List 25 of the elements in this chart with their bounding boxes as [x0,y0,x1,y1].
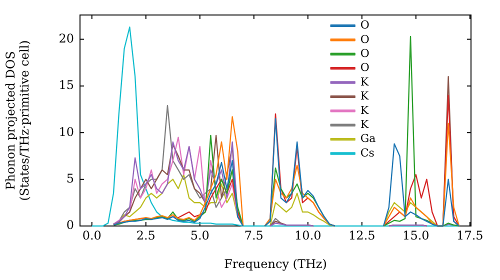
x-tick-label: 7.5 [244,228,264,242]
legend-label: K [360,104,370,117]
y-axis-title: Phonon projected DOS (States/THz·primitive cell) [3,40,32,201]
y-tick-label: 0 [66,218,74,232]
x-tick-label: 12.5 [348,228,376,242]
x-tick-label: 15.0 [402,228,430,242]
y-tick-label: 10 [58,124,74,139]
legend-label: O [360,46,370,60]
legend-label: Cs [360,146,375,160]
x-tick-label: 17.5 [456,228,484,242]
legend-label: K [360,75,370,88]
x-tick-label: 5.0 [190,228,210,242]
x-tick-label: 0.0 [82,228,102,242]
y-tick-label: 15 [58,78,74,92]
legend-label: O [360,32,370,46]
x-tick-label: 10.0 [294,228,322,242]
y-tick-label: 5 [66,171,74,186]
legend-label: K [360,90,370,103]
x-axis-title: Frequency (THz) [224,256,327,271]
legend-label: O [360,18,370,32]
legend-label: K [360,118,370,131]
legend-label: O [360,61,370,74]
legend-label: Ga [360,132,376,146]
x-tick-label: 2.5 [136,228,156,242]
y-tick-label: 20 [58,31,74,46]
